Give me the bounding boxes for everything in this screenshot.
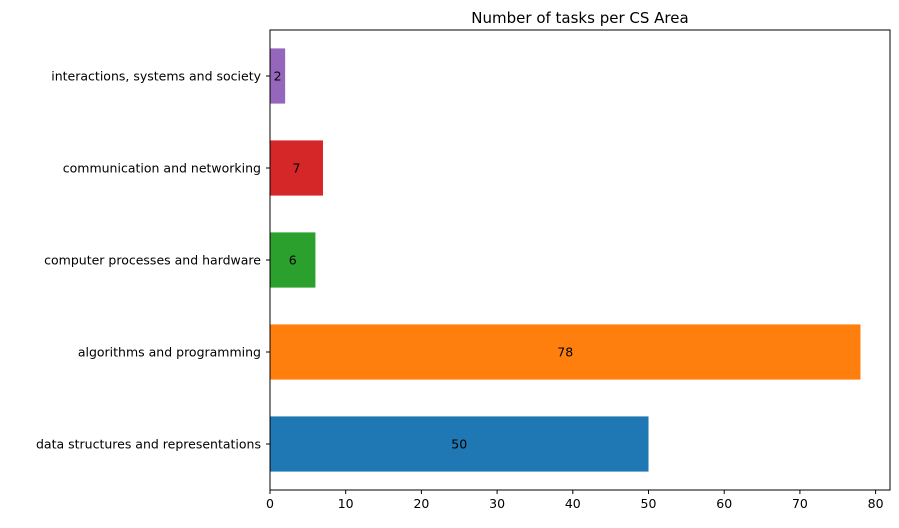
bar-data-structures-and-representations <box>270 416 649 472</box>
y-axis: data structures and representations algor… <box>36 69 270 452</box>
y-tick-label: computer processes and hardware <box>44 253 261 268</box>
y-tick-label: interactions, systems and society <box>51 69 261 84</box>
x-tick-label: 0 <box>266 496 274 511</box>
x-tick-label: 70 <box>792 496 808 511</box>
x-tick-label: 10 <box>338 496 354 511</box>
bar-value-label: 50 <box>451 437 467 452</box>
y-tick-label: algorithms and programming <box>78 345 261 360</box>
x-axis: 0 10 20 30 40 50 60 70 80 <box>266 490 884 511</box>
bar-value-label: 6 <box>289 253 297 268</box>
bar-algorithms-and-programming <box>270 324 861 380</box>
x-tick-label: 50 <box>641 496 657 511</box>
y-tick-label: communication and networking <box>63 161 261 176</box>
plot-frame <box>269 29 891 491</box>
x-tick-label: 80 <box>868 496 884 511</box>
y-tick-label: data structures and representations <box>36 437 261 452</box>
bar-communication-and-networking <box>270 140 323 196</box>
bar-interactions-systems-and-society <box>270 48 286 104</box>
bar-labels-group: 50 78 6 7 2 <box>274 69 574 452</box>
bars-group <box>270 48 861 472</box>
x-tick-label: 30 <box>489 496 505 511</box>
chart-title: Number of tasks per CS Area <box>471 9 688 27</box>
x-tick-label: 60 <box>716 496 732 511</box>
bar-value-label: 78 <box>557 345 573 360</box>
bar-value-label: 2 <box>274 69 282 84</box>
x-tick-label: 40 <box>565 496 581 511</box>
bar-value-label: 7 <box>293 161 301 176</box>
bar-computer-processes-and-hardware <box>270 232 316 288</box>
x-tick-label: 20 <box>413 496 429 511</box>
